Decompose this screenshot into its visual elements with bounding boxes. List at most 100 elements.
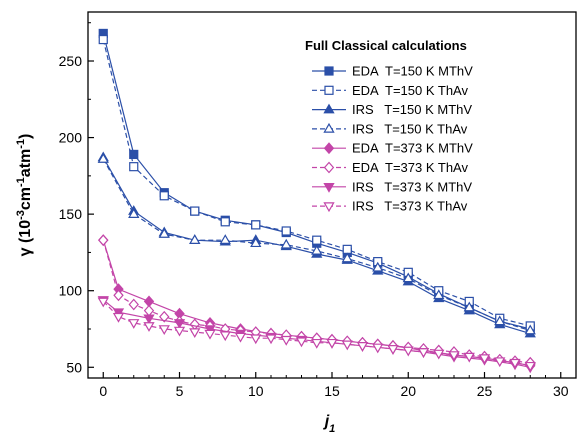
legend-label: IRS T=373 K MThV bbox=[352, 179, 472, 194]
legend-item: IRS T=373 K MThV bbox=[312, 179, 472, 194]
data-point bbox=[280, 238, 292, 249]
series-8 bbox=[97, 297, 536, 372]
legend-marker bbox=[323, 142, 335, 155]
data-point bbox=[372, 261, 384, 272]
legend-item: EDA T=150 K MThV bbox=[312, 64, 473, 79]
data-point bbox=[159, 310, 170, 323]
y-axis-title-part1: γ (10 bbox=[17, 220, 34, 257]
data-point bbox=[112, 312, 125, 323]
data-point bbox=[250, 237, 262, 248]
legend-label: EDA T=373 K ThAv bbox=[352, 160, 468, 175]
data-point bbox=[478, 354, 491, 365]
y-axis-title-part2: cm bbox=[17, 187, 34, 210]
legend-label: IRS T=373 K ThAv bbox=[352, 199, 468, 214]
data-point bbox=[448, 351, 460, 362]
data-point bbox=[173, 319, 186, 329]
data-point bbox=[128, 208, 140, 218]
series-4 bbox=[97, 153, 536, 335]
y-axis-title-part4: ) bbox=[17, 134, 34, 139]
data-point bbox=[524, 324, 536, 335]
data-point bbox=[433, 289, 445, 300]
data-point bbox=[402, 272, 414, 283]
data-point bbox=[251, 220, 261, 230]
data-point bbox=[128, 319, 140, 329]
data-point bbox=[341, 252, 353, 263]
data-point bbox=[189, 318, 200, 331]
legend-label: IRS T=150 K ThAv bbox=[352, 121, 468, 136]
data-point bbox=[97, 153, 109, 163]
legend-marker bbox=[323, 103, 335, 114]
legend-item: EDA T=373 K MThV bbox=[312, 141, 473, 156]
data-point bbox=[342, 244, 352, 254]
data-point bbox=[326, 338, 338, 349]
data-point bbox=[463, 301, 475, 312]
x-axis-title-main: j bbox=[323, 413, 330, 430]
data-point bbox=[281, 226, 291, 236]
legend-title: Full Classical calculations bbox=[305, 38, 467, 53]
legend-marker bbox=[324, 85, 334, 95]
y-tick-label: 100 bbox=[59, 283, 83, 299]
data-point bbox=[158, 228, 170, 238]
data-point bbox=[265, 334, 277, 345]
legend-marker bbox=[323, 183, 335, 193]
data-point bbox=[219, 234, 231, 244]
data-point bbox=[417, 348, 430, 358]
data-point bbox=[311, 244, 323, 255]
data-point bbox=[341, 340, 353, 351]
data-point bbox=[143, 322, 155, 332]
legend-marker bbox=[323, 202, 335, 213]
x-tick-label: 0 bbox=[99, 383, 107, 399]
data-point bbox=[524, 361, 536, 372]
legend-marker bbox=[324, 66, 334, 76]
y-axis-title-exp1: -3 bbox=[15, 210, 27, 220]
y-axis-title-exp2: -1 bbox=[15, 177, 27, 187]
legend-marker bbox=[323, 122, 335, 133]
data-point bbox=[402, 346, 414, 357]
y-axis-title: γ (10-3cm-1atm-1) bbox=[15, 134, 34, 257]
data-point bbox=[509, 358, 521, 369]
data-point bbox=[311, 338, 323, 349]
data-point bbox=[129, 162, 139, 172]
data-point bbox=[158, 325, 170, 335]
data-point bbox=[189, 328, 201, 339]
data-point bbox=[159, 191, 169, 201]
y-tick-label: 50 bbox=[66, 359, 82, 375]
data-point bbox=[463, 352, 475, 363]
y-axis-title-exp3: -1 bbox=[15, 139, 27, 149]
y-tick-label: 200 bbox=[59, 130, 83, 146]
data-point bbox=[143, 304, 155, 317]
x-axis-title-sub: 1 bbox=[329, 423, 335, 434]
x-tick-label: 30 bbox=[553, 383, 569, 399]
x-tick-label: 5 bbox=[176, 383, 184, 399]
data-point bbox=[372, 343, 384, 354]
legend-item: IRS T=150 K MThV bbox=[312, 102, 472, 117]
x-tick-label: 15 bbox=[324, 383, 340, 399]
data-point bbox=[129, 149, 139, 160]
x-axis-ticks: 0 5 10 15 20 25 30 bbox=[87, 372, 577, 399]
x-tick-label: 10 bbox=[248, 383, 264, 399]
data-point bbox=[189, 234, 201, 244]
data-point bbox=[494, 357, 506, 368]
x-tick-label: 20 bbox=[400, 383, 416, 399]
data-point bbox=[234, 332, 247, 343]
data-point bbox=[387, 345, 399, 355]
data-point bbox=[280, 335, 292, 346]
data-point bbox=[220, 217, 230, 227]
data-point bbox=[204, 329, 216, 340]
data-point bbox=[312, 235, 322, 245]
x-tick-label: 25 bbox=[477, 383, 493, 399]
legend-label: EDA T=150 K ThAv bbox=[352, 83, 468, 98]
legend-item: EDA T=150 K ThAv bbox=[312, 83, 468, 98]
legend-marker bbox=[323, 161, 335, 174]
data-point bbox=[494, 315, 506, 326]
data-point bbox=[143, 314, 155, 325]
data-point bbox=[98, 34, 108, 45]
y-tick-label: 150 bbox=[59, 206, 83, 222]
data-point bbox=[433, 349, 445, 360]
y-tick-label: 250 bbox=[59, 53, 83, 69]
legend-item: IRS T=150 K ThAv bbox=[312, 121, 468, 136]
data-point bbox=[219, 331, 231, 342]
data-point bbox=[295, 337, 308, 348]
legend-label: EDA T=373 K MThV bbox=[352, 141, 473, 156]
